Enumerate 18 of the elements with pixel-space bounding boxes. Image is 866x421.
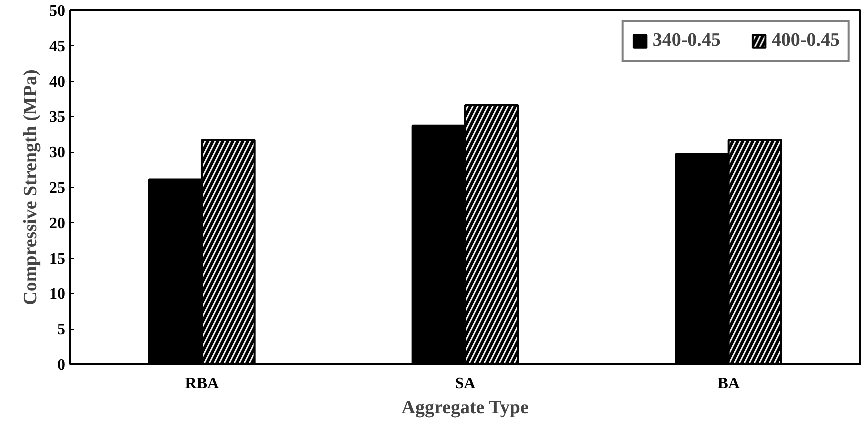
y-tick-label: 50 [50, 3, 66, 20]
y-tick-label: 40 [50, 74, 66, 91]
y-axis-title: Compressive Strength (MPa) [20, 70, 42, 306]
y-tick-label: 15 [50, 250, 66, 268]
x-axis-title: Aggregate Type [402, 398, 529, 418]
x-tick-label: RBA [185, 376, 220, 392]
y-tick-label: 20 [50, 215, 66, 232]
x-tick-label: BA [718, 376, 740, 392]
y-tick-label: 45 [50, 38, 66, 56]
y-tick-label: 10 [50, 286, 66, 304]
y-tick-label: 25 [50, 180, 66, 197]
legend-label: 400-0.45 [772, 30, 840, 52]
y-tick-label: 30 [50, 144, 66, 162]
y-tick-label: 0 [58, 357, 66, 374]
y-tick-label: 5 [58, 322, 66, 339]
legend-label: 340-0.45 [652, 30, 721, 52]
y-tick-label: 35 [50, 109, 66, 126]
x-tick-label: SA [455, 376, 476, 392]
